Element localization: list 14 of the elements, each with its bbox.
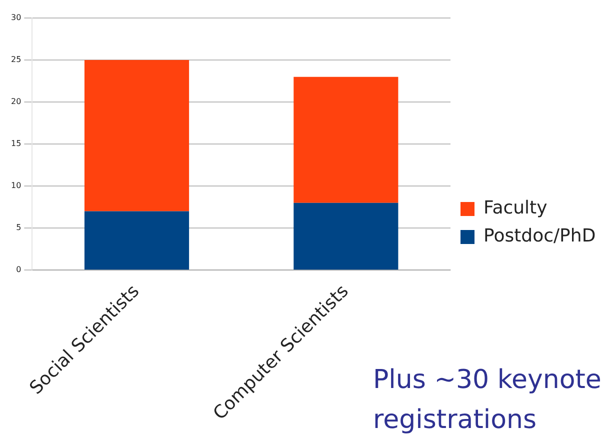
bar	[294, 202, 398, 270]
bar	[294, 76, 398, 203]
y-tick-label: 20	[10, 97, 22, 106]
y-tick-label: 5	[16, 223, 22, 232]
y-tick-label: 15	[10, 139, 22, 148]
bar	[84, 211, 190, 270]
legend-label: Faculty	[484, 198, 548, 219]
text: Plus ~30 keynote registrations	[373, 364, 602, 437]
y-tick-label: 0	[16, 265, 22, 274]
y-tick-label: 10	[10, 181, 22, 190]
y-tick-label: 25	[10, 55, 22, 64]
legend-label: Postdoc/PhD	[484, 226, 596, 247]
y-tick-label: 30	[10, 13, 22, 22]
bar	[84, 60, 190, 212]
